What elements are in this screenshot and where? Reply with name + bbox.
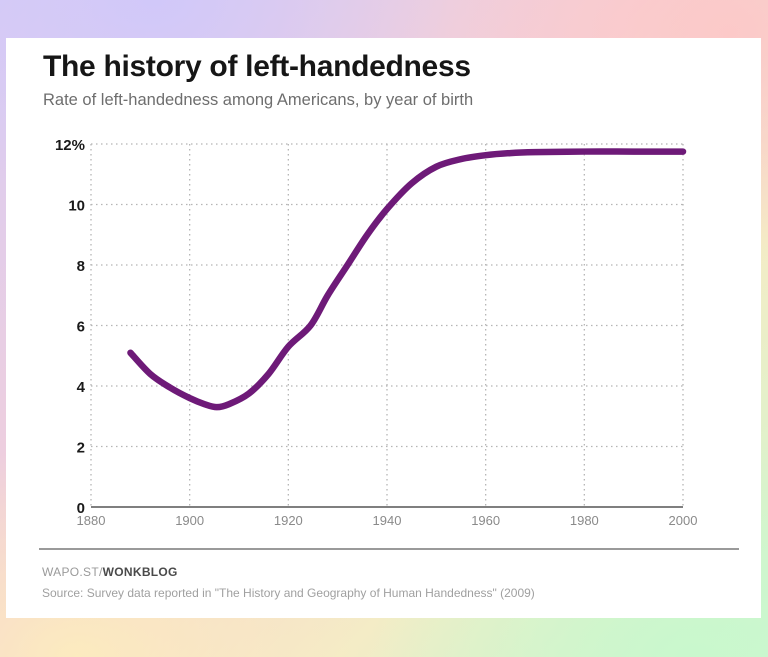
y-tick-label: 8: [77, 258, 85, 275]
x-tick-label: 1960: [471, 513, 500, 528]
x-tick-label: 1900: [175, 513, 204, 528]
y-tick-label: 6: [77, 319, 85, 336]
y-tick-label: 2: [77, 440, 85, 457]
series-line: [127, 148, 687, 411]
y-tick-label: 4: [77, 379, 86, 396]
footer-divider: [39, 548, 739, 550]
y-axis-ticks: 0 2 4 6 8 10 12%: [55, 137, 86, 517]
credit-brand: WONKBLOG: [102, 565, 178, 579]
x-tick-label: 1980: [570, 513, 599, 528]
y-tick-label: 10: [68, 198, 85, 215]
chart-subtitle: Rate of left-handedness among Americans,…: [43, 91, 474, 109]
y-tick-label: 12%: [55, 137, 85, 154]
x-tick-label: 1920: [274, 513, 303, 528]
gridlines: [90, 143, 684, 507]
x-tick-label: 2000: [669, 513, 698, 528]
chart-title: The history of left-handedness: [43, 50, 471, 83]
x-axis-ticks: 1880 1900 1920 1940 1960 1980 2000: [77, 513, 698, 528]
line-chart: 0 2 4 6 8 10 12% 1880 1900 1920 1940 1960 1980 2000: [55, 137, 698, 528]
source-note: Source: Survey data reported in "The His…: [42, 586, 535, 600]
x-tick-label: 1940: [373, 513, 402, 528]
credit-line: WAPO.ST/WONKBLOG: [42, 565, 178, 579]
y-tick-label: 0: [77, 500, 85, 517]
series-lines: [127, 148, 687, 411]
x-tick-label: 1880: [77, 513, 106, 528]
credit-prefix: WAPO.ST/: [42, 565, 103, 579]
chart-card: The history of left-handedness Rate of l…: [6, 38, 761, 618]
